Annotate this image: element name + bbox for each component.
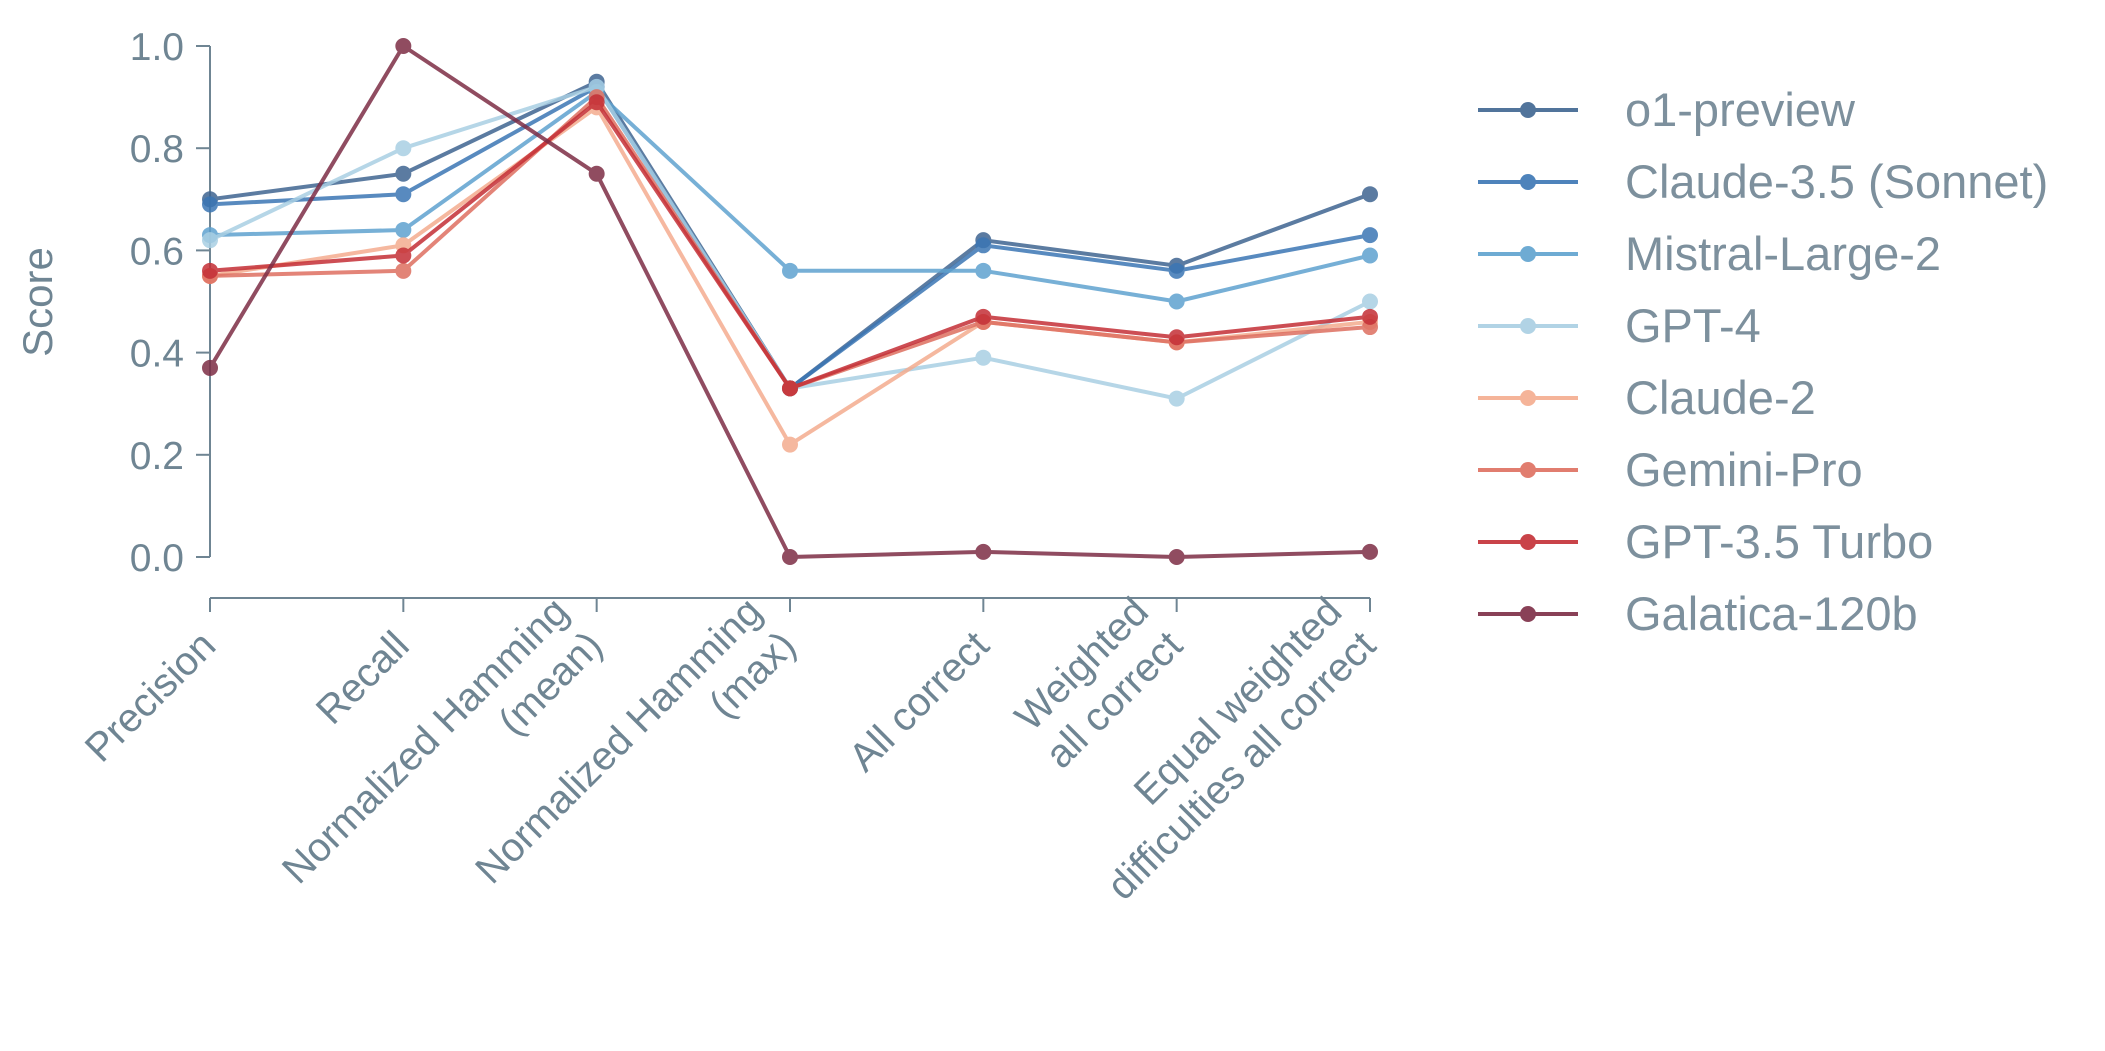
series-0: [202, 73, 1378, 397]
legend-item: Mistral-Large-2: [1478, 227, 1941, 280]
data-point: [1362, 247, 1378, 264]
legend-item: GPT-3.5 Turbo: [1478, 515, 1933, 568]
x-tick-label: Normalized Hamming(mean): [274, 589, 611, 926]
legend-label: Claude-2: [1625, 371, 1816, 424]
legend-label: o1-preview: [1625, 83, 1856, 136]
series-line: [209, 84, 1371, 401]
legend-item: o1-preview: [1478, 83, 1856, 136]
series-6: [202, 94, 1378, 397]
data-point: [1362, 308, 1378, 325]
data-point: [395, 165, 412, 182]
data-point: [1168, 329, 1185, 346]
data-point: [1362, 543, 1378, 560]
data-point: [202, 359, 218, 376]
series-line: [209, 95, 1371, 391]
series-line: [209, 100, 1371, 391]
series-layer: [202, 38, 1378, 565]
y-tick-label: 0.4: [130, 333, 184, 376]
legend-swatch-marker: [1520, 462, 1536, 478]
data-point: [395, 247, 412, 264]
legend-swatch-marker: [1520, 174, 1536, 190]
data-point: [975, 262, 992, 279]
data-point: [1168, 262, 1185, 279]
y-tick-label: 1.0: [130, 26, 184, 69]
series-3: [202, 78, 1378, 407]
legend-swatch-marker: [1520, 390, 1536, 406]
y-tick-label: 0.6: [130, 230, 184, 273]
data-point: [202, 262, 218, 279]
data-point: [588, 165, 605, 182]
legend-item: Galatica-120b: [1478, 587, 1918, 640]
legend-swatch-marker: [1520, 534, 1536, 550]
legend-swatch-marker: [1520, 318, 1536, 334]
series-7: [202, 38, 1378, 565]
data-point: [975, 237, 992, 254]
legend-label: Gemini-Pro: [1625, 443, 1863, 496]
data-point: [1168, 390, 1185, 407]
data-point: [1362, 186, 1378, 203]
x-tick-label: Recall: [308, 623, 418, 733]
legend-label: GPT-3.5 Turbo: [1625, 515, 1933, 568]
data-point: [782, 549, 798, 565]
legend-label: Galatica-120b: [1625, 587, 1918, 640]
x-tick-label: All correct: [841, 623, 998, 780]
series-1: [202, 78, 1378, 397]
data-point: [1168, 549, 1185, 565]
data-point: [1362, 293, 1378, 310]
series-5: [202, 89, 1378, 397]
data-point: [782, 436, 798, 453]
y-axis-label: Score: [14, 247, 61, 357]
data-point: [1168, 293, 1185, 310]
data-point: [202, 232, 218, 249]
data-point: [202, 196, 218, 213]
x-tick-label: Precision: [77, 623, 224, 770]
legend-swatch-marker: [1520, 606, 1536, 622]
legend-item: GPT-4: [1478, 299, 1761, 352]
y-axis: 0.0 0.2 0.4 0.6 0.8 1.0: [130, 26, 211, 580]
legend-swatch-marker: [1520, 102, 1536, 118]
data-point: [1362, 227, 1378, 244]
data-point: [782, 380, 798, 397]
legend-swatch-marker: [1520, 246, 1536, 262]
y-tick-label: 0.0: [130, 537, 184, 580]
data-point: [395, 38, 412, 54]
legend-item: Gemini-Pro: [1478, 443, 1863, 496]
series-line: [208, 44, 1371, 559]
legend-label: Mistral-Large-2: [1625, 227, 1941, 280]
data-point: [395, 221, 412, 238]
data-point: [395, 140, 412, 157]
data-point: [588, 94, 605, 111]
legend-item: Claude-2: [1478, 371, 1816, 424]
data-point: [975, 308, 992, 325]
data-point: [395, 262, 412, 279]
legend: o1-preview Claude-3.5 (Sonnet) Mistral-Lar…: [1478, 83, 2048, 640]
legend-item: Claude-3.5 (Sonnet): [1478, 155, 2048, 208]
data-point: [975, 543, 992, 560]
legend-label: Claude-3.5 (Sonnet): [1625, 155, 2048, 208]
legend-label: GPT-4: [1625, 299, 1761, 352]
data-point: [782, 262, 798, 279]
series-line: [209, 84, 1371, 391]
y-tick-label: 0.2: [130, 435, 184, 478]
data-point: [975, 349, 992, 366]
y-tick-label: 0.8: [130, 128, 184, 171]
data-point: [395, 186, 412, 203]
